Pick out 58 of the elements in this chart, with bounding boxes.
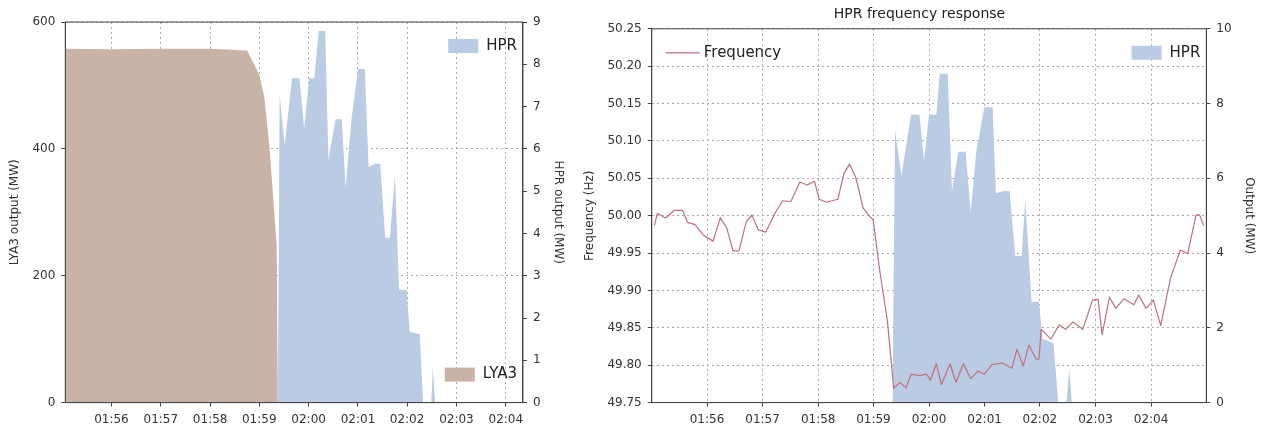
y2-tick-label: 6: [532, 140, 541, 155]
y-tick-label: 200: [32, 267, 56, 282]
x-tick-label: 01:57: [745, 411, 780, 426]
legend-label: Frequency: [703, 42, 782, 61]
y2-tick-label: 3: [532, 267, 541, 282]
y2-tick-label: 1: [532, 352, 541, 367]
y2-tick-label: 2: [1216, 319, 1224, 334]
y-axis-title: LYA3 output (MW): [7, 159, 22, 266]
x-tick-label: 01:58: [800, 411, 836, 426]
y2-tick-label: 8: [1216, 95, 1224, 110]
y-axis-title: Frequency (Hz): [582, 170, 597, 261]
y-tick-label: 50.10: [607, 133, 642, 148]
x-tick-label: 02:01: [340, 411, 376, 426]
y2-tick-label: 0: [1216, 394, 1224, 409]
y-tick-label: 400: [32, 140, 56, 155]
x-tick-label: 02:03: [1078, 411, 1113, 426]
y2-tick-label: 7: [532, 98, 541, 113]
y-tick-label: 600: [32, 14, 56, 29]
y2-axis-title: HPR output (MW): [551, 160, 566, 264]
y-tick-label: 0: [47, 394, 56, 409]
y2-tick-label: 10: [1216, 20, 1232, 35]
y-tick-label: 50.15: [607, 95, 642, 110]
x-tick-label: 02:02: [1022, 411, 1058, 426]
chart-title: HPR frequency response: [833, 5, 1006, 22]
y-tick-label: 49.90: [607, 282, 642, 297]
x-tick-label: 01:58: [192, 411, 228, 426]
y2-tick-label: 8: [532, 56, 541, 71]
y2-tick-label: 6: [1216, 170, 1224, 185]
x-tick-label: 02:00: [911, 411, 947, 426]
y-tick-label: 49.80: [607, 357, 642, 372]
y2-axis-title: Output (MW): [1242, 177, 1257, 255]
y2-tick-label: 9: [532, 14, 541, 29]
x-tick-label: 01:57: [143, 411, 179, 426]
x-tick-label: 01:56: [94, 411, 129, 426]
legend-label: LYA3: [482, 364, 517, 383]
y2-tick-label: 4: [1216, 245, 1224, 260]
y-tick-label: 49.95: [607, 245, 642, 260]
x-tick-label: 01:56: [689, 411, 725, 426]
y-tick-label: 50.20: [607, 58, 642, 73]
y2-tick-label: 2: [532, 310, 541, 325]
x-tick-label: 01:59: [241, 411, 277, 426]
x-tick-label: 02:04: [488, 411, 524, 426]
x-tick-label: 02:01: [967, 411, 1002, 426]
legend-label: HPR: [1169, 42, 1201, 61]
y-tick-label: 50.25: [607, 20, 642, 35]
y2-tick-label: 5: [532, 183, 541, 198]
x-tick-label: 02:00: [291, 411, 326, 426]
y2-tick-label: 0: [532, 394, 541, 409]
y-tick-label: 49.85: [607, 319, 642, 334]
legend-label: HPR: [486, 35, 517, 54]
x-tick-label: 02:04: [1133, 411, 1169, 426]
y-tick-label: 50.05: [607, 170, 642, 185]
y2-tick-label: 4: [532, 225, 541, 240]
y-tick-label: 50.00: [607, 207, 642, 222]
x-tick-label: 02:03: [439, 411, 474, 426]
x-tick-label: 01:59: [856, 411, 891, 426]
x-tick-label: 02:02: [389, 411, 425, 426]
y-tick-label: 49.75: [607, 394, 642, 409]
